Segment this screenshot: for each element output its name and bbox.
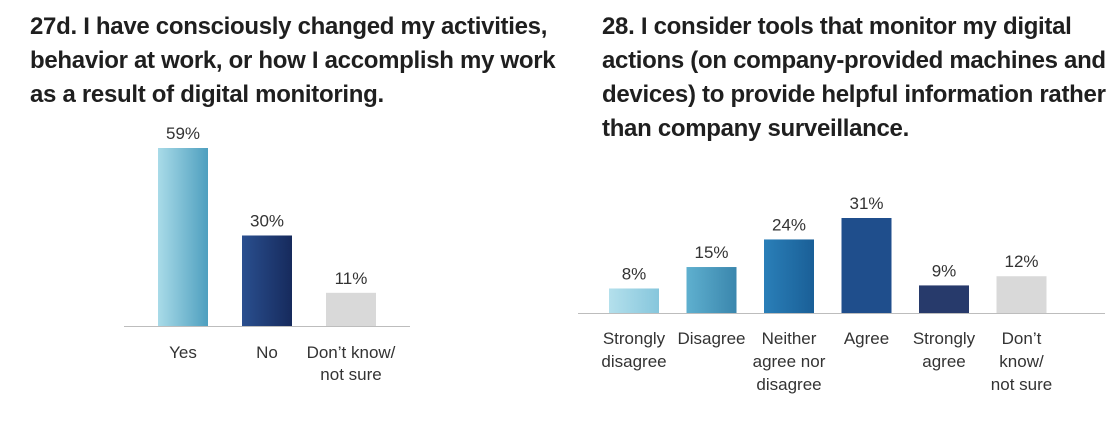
chart-title: 28. I consider tools that monitor my dig… <box>602 13 1106 142</box>
chart-title: 27d. I have consciously changed my activ… <box>30 13 556 108</box>
bar <box>841 218 892 313</box>
data-label: 59% <box>166 124 200 143</box>
bar <box>919 285 969 313</box>
category-label: disagree <box>756 375 821 394</box>
bar <box>609 288 659 313</box>
data-label: 8% <box>622 264 647 283</box>
category-label: disagree <box>601 352 666 371</box>
data-label: 15% <box>694 243 728 262</box>
bar <box>764 239 814 313</box>
category-label: Yes <box>169 343 197 362</box>
chart-panel-27d: 27d. I have consciously changed my activ… <box>30 13 556 384</box>
category-label: not sure <box>320 365 381 384</box>
bar <box>242 235 292 326</box>
data-label: 24% <box>772 215 806 234</box>
category-label: not sure <box>991 375 1052 394</box>
category-label: Don’t <box>1002 329 1042 348</box>
bar <box>686 267 737 313</box>
bar-chart-28: 8% Strongly disagree 15% Disagree 24% Neither a… <box>578 194 1105 394</box>
bar <box>326 292 376 326</box>
category-label: Neither <box>762 329 817 348</box>
bar <box>996 276 1047 313</box>
category-label: agree <box>922 352 965 371</box>
data-label: 11% <box>335 269 368 288</box>
chart-panel-28: 28. I consider tools that monitor my dig… <box>578 0 1117 422</box>
category-label: Disagree <box>677 329 745 348</box>
data-label: 12% <box>1004 252 1038 271</box>
data-label: 30% <box>250 211 284 230</box>
category-label: No <box>256 343 278 362</box>
category-label: Don’t know/ <box>307 343 396 362</box>
category-label: agree nor <box>753 352 826 371</box>
data-label: 9% <box>932 261 957 280</box>
category-label: Agree <box>844 329 889 348</box>
data-label: 31% <box>849 194 883 213</box>
category-label: know/ <box>999 352 1044 371</box>
category-label: Strongly <box>603 329 666 348</box>
bar <box>158 148 208 326</box>
bar-chart-27d: 59% Yes 30% No 11% Don’t know/not sure <box>124 124 410 384</box>
category-label: Strongly <box>913 329 976 348</box>
